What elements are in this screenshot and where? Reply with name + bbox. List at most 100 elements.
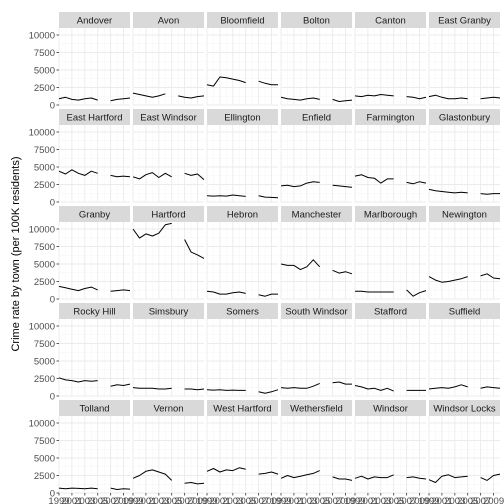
x-tick-label: 1999 xyxy=(122,496,143,504)
panel-background xyxy=(281,125,352,202)
x-tick-label: 2007 xyxy=(100,496,121,504)
y-tick-label: 5000 xyxy=(34,356,55,367)
panel-background xyxy=(207,125,278,202)
series-line xyxy=(332,98,353,102)
facet-strip-label: Rocky Hill xyxy=(73,307,115,318)
x-tick-label: 1999 xyxy=(48,496,69,504)
facet-strip xyxy=(281,400,352,416)
x-tick-label: 2005 xyxy=(309,496,330,504)
facet-strip-label: East Hartford xyxy=(67,113,123,124)
facet-strip-label: Somers xyxy=(226,307,259,318)
panel-background xyxy=(429,28,500,105)
series-line xyxy=(428,94,468,100)
series-line xyxy=(132,387,172,390)
facet-strip-label: Enfield xyxy=(302,113,331,124)
y-tick-label: 10000 xyxy=(29,418,55,429)
x-tick-label: 2009 xyxy=(483,496,504,504)
series-line xyxy=(58,285,98,292)
facet-panel: Enfield xyxy=(280,109,353,203)
series-line xyxy=(480,473,501,481)
facet-strip-label: Farmington xyxy=(366,113,414,124)
facet-strip-label: Wethersfield xyxy=(290,404,343,415)
facet-strip-label: Glastonbury xyxy=(439,113,490,124)
facet-panel: Hartford xyxy=(132,206,205,300)
series-line xyxy=(184,482,205,485)
series-line xyxy=(184,388,205,391)
panel-background xyxy=(59,416,130,493)
panel-background xyxy=(133,319,204,396)
x-tick-label: 2005 xyxy=(235,496,256,504)
panel-background xyxy=(207,28,278,105)
facet-panel: Avon xyxy=(132,12,205,106)
facet-strip xyxy=(133,109,204,125)
facet-strip xyxy=(207,206,278,222)
y-tick-label: 7500 xyxy=(34,242,55,253)
series-line xyxy=(480,386,501,389)
panel-background xyxy=(355,125,426,202)
x-tick-label: 2003 xyxy=(444,496,465,504)
facet-panel: Bloomfield xyxy=(206,12,278,106)
panel-background xyxy=(355,319,426,396)
series-line xyxy=(110,174,131,178)
series-line xyxy=(58,377,98,383)
series-line xyxy=(332,381,352,385)
series-line xyxy=(206,194,246,197)
panel-background xyxy=(207,222,278,299)
series-line xyxy=(184,239,205,259)
facet-strip xyxy=(429,400,500,416)
series-line xyxy=(110,289,131,292)
y-tick-label: 7500 xyxy=(34,48,55,59)
x-tick-label: 2001 xyxy=(135,496,156,504)
facet-strip xyxy=(59,109,130,125)
facet-panel: Rocky Hill 0 2500 5000 7500 10000 xyxy=(29,303,131,402)
facet-strip xyxy=(355,206,426,222)
facet-strip xyxy=(133,206,204,222)
series-line xyxy=(58,96,98,101)
x-tick-label: 2005 xyxy=(161,496,182,504)
y-tick-label: 2500 xyxy=(34,277,55,288)
facet-strip xyxy=(355,303,426,319)
panel-background xyxy=(355,28,426,105)
facet-strip xyxy=(133,400,204,416)
y-tick-label: 10000 xyxy=(29,224,55,235)
series-line xyxy=(110,487,131,490)
panel-background xyxy=(429,125,500,202)
series-line xyxy=(206,76,246,87)
series-line xyxy=(428,474,468,483)
facet-strip-label: Avon xyxy=(158,16,179,27)
panel-background xyxy=(429,416,500,493)
facet-panel: Somers xyxy=(206,303,279,397)
facet-strip-label: East Windsor xyxy=(140,113,197,124)
facet-panel: Tolland025005000750010000199920012003200… xyxy=(29,400,134,504)
series-line xyxy=(480,96,501,100)
panel-background xyxy=(133,222,204,299)
series-line xyxy=(428,188,468,194)
series-line xyxy=(480,273,501,280)
facet-strip xyxy=(429,206,500,222)
facet-strip-label: Bolton xyxy=(303,16,330,27)
panel-background xyxy=(59,319,130,396)
facet-panel: Ellington xyxy=(206,109,279,203)
y-tick-label: 5000 xyxy=(34,162,55,173)
facet-panel: East Windsor xyxy=(132,109,205,203)
series-line xyxy=(480,193,500,195)
series-line xyxy=(110,97,131,102)
facet-panel: East Granby xyxy=(428,12,501,106)
series-line xyxy=(58,487,98,490)
series-line xyxy=(258,195,279,199)
y-tick-label: 7500 xyxy=(34,339,55,350)
facet-strip-label: Andover xyxy=(77,16,112,27)
facet-strip xyxy=(133,303,204,319)
facet-strip xyxy=(281,109,352,125)
facet-panel: Farmington xyxy=(354,109,427,203)
series-line xyxy=(280,259,321,271)
x-tick-label: 2005 xyxy=(383,496,404,504)
facet-strip xyxy=(207,109,278,125)
facet-panel: South Windsor xyxy=(280,303,352,397)
x-tick-label: 2007 xyxy=(174,496,195,504)
series-line xyxy=(428,384,468,390)
facet-strip-label: Stafford xyxy=(374,307,407,318)
facet-strip xyxy=(429,109,500,125)
facet-strip-label: Hartford xyxy=(151,210,185,221)
facet-strip xyxy=(355,109,426,125)
